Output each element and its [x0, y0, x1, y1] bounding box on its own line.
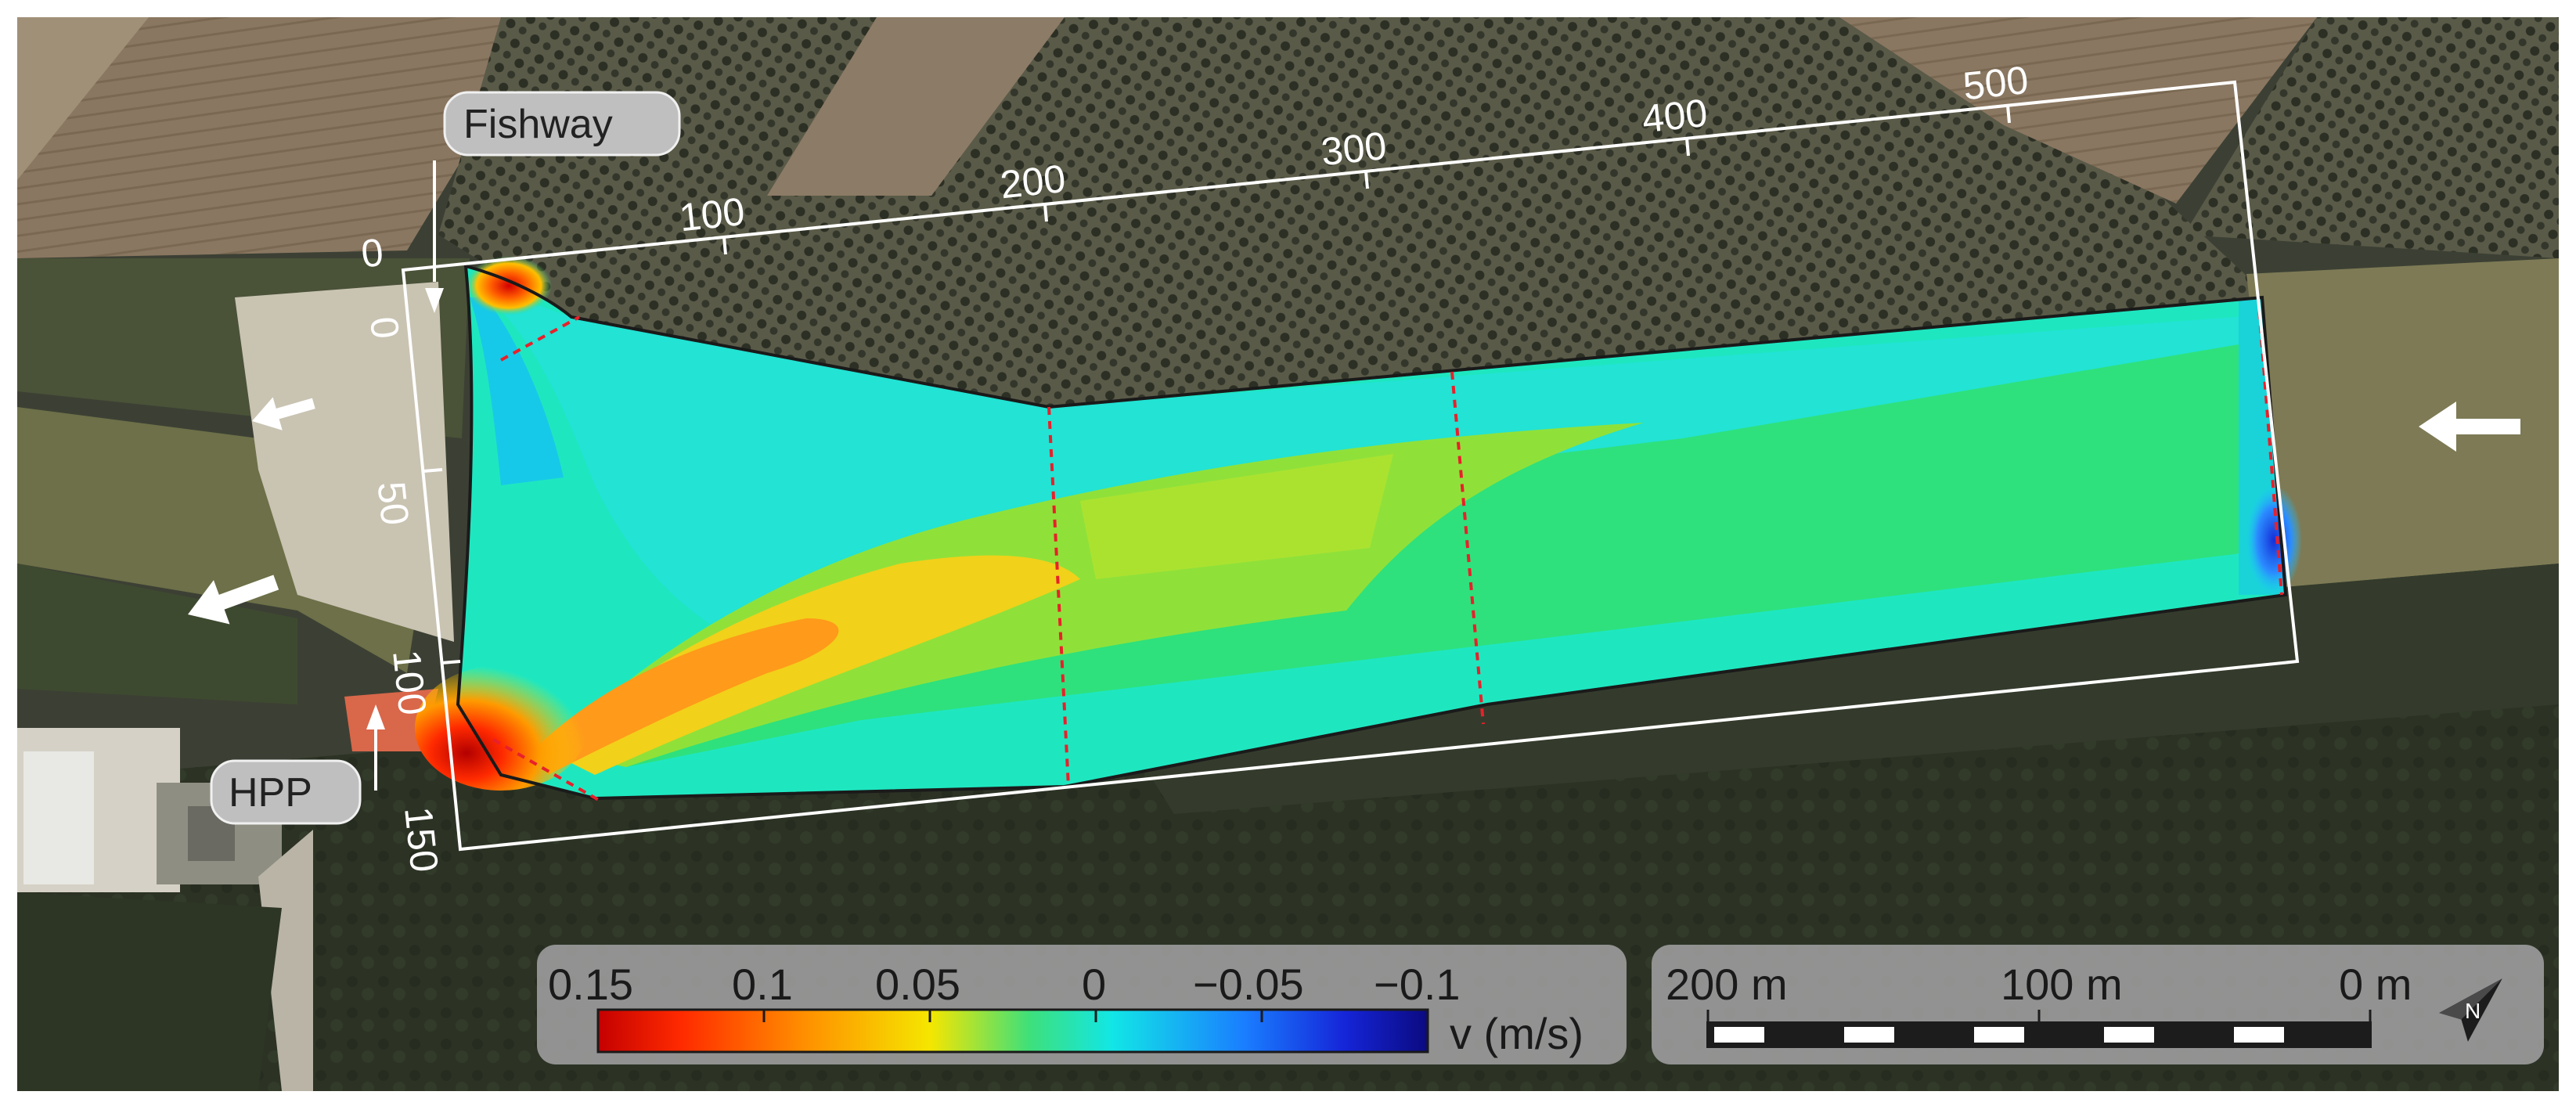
north-letter: N	[2465, 999, 2481, 1023]
colorbar-tick-neg-0.1: −0.1	[1374, 960, 1461, 1009]
section-line-inlet-bottom	[492, 738, 603, 804]
north-arrow-icon: N	[2439, 978, 2502, 1042]
colorbar-tick-neg-0.05: −0.05	[1193, 960, 1304, 1009]
y-tick-label-150: 150	[396, 805, 446, 874]
colorbar-tick-0.1: 0.1	[732, 960, 793, 1009]
y-tick-label-100: 100	[384, 648, 434, 718]
x-tick-label-200: 200	[998, 157, 1068, 207]
fishway-label: Fishway	[463, 102, 613, 147]
x-tick-label-300: 300	[1319, 124, 1389, 174]
section-line-1	[1047, 406, 1070, 787]
x-tick-label-100: 100	[677, 189, 747, 240]
velocity-colorbar	[596, 1008, 1429, 1054]
colorbar-tick-0.05: 0.05	[875, 960, 960, 1009]
scale-label-0: 0 m	[2339, 960, 2412, 1009]
section-line-2	[1450, 371, 1485, 725]
domain-outline	[456, 264, 2288, 801]
hpp-callout: HPP	[210, 704, 385, 825]
colorbar-tick-0.15: 0.15	[548, 960, 633, 1009]
colorbar-tick-0: 0	[1082, 960, 1106, 1009]
scale-label-200: 200 m	[1666, 960, 1788, 1009]
section-line-inlet-top	[500, 315, 580, 362]
flow-arrows	[188, 397, 2520, 625]
coordinate-frame: 0 100 200 300 400 500 0 50 100 150	[359, 58, 2300, 874]
y-tick-label-50: 50	[369, 480, 418, 528]
scale-bar: 200 m 100 m 0 m N	[1652, 945, 2544, 1064]
fishway-callout: Fishway	[425, 91, 681, 313]
scale-label-100: 100 m	[2001, 960, 2123, 1009]
x-tick-label-400: 400	[1640, 91, 1710, 141]
velocity-legend: 0.15 0.1 0.05 0 −0.05 −0.1 v (m/s)	[537, 945, 1627, 1064]
hpp-label: HPP	[229, 770, 312, 816]
flow-arrow-icon	[252, 397, 315, 430]
flow-arrow-icon	[2419, 402, 2520, 452]
colorbar-unit-label: v (m/s)	[1450, 1009, 1583, 1058]
y-tick-label-0: 0	[362, 315, 408, 341]
x-tick-label-500: 500	[1961, 58, 2030, 108]
flow-arrow-icon	[188, 575, 279, 625]
x-origin-label: 0	[359, 230, 386, 276]
